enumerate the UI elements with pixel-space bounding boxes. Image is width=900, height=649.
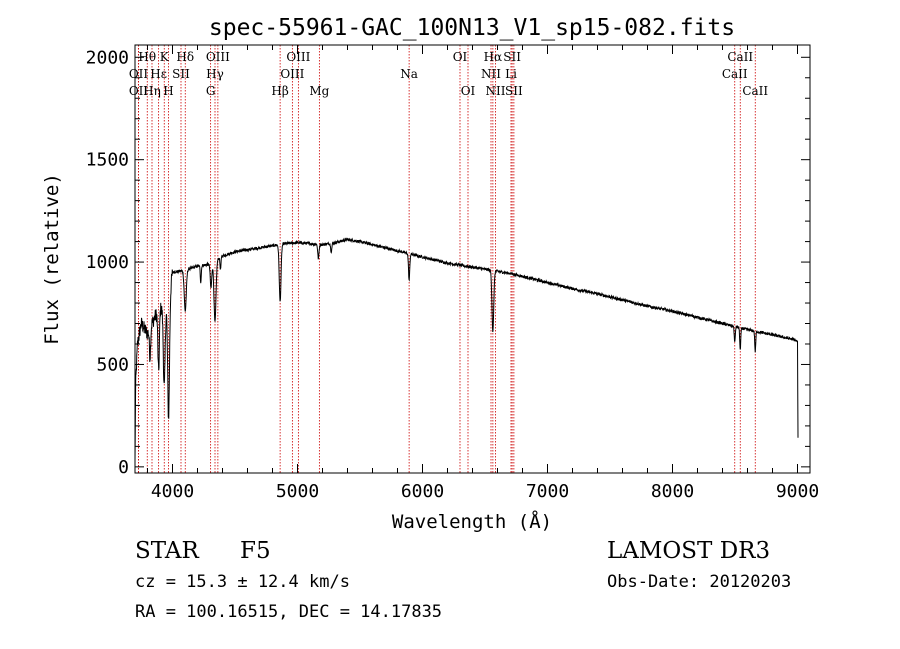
tick-labels: 4000 5000 6000 7000 8000 9000 0 500 1000 1500 2000 [86,47,820,502]
line-marker-label: K [160,50,170,64]
redshift-text: cz = 15.3 ± 12.4 km/s [135,572,350,592]
line-marker-label: OII [129,67,149,81]
y-tick-label: 1000 [86,252,129,273]
line-marker-label: SII [503,50,521,64]
line-marker-label: Hδ [176,50,194,64]
line-marker-label: Hθ [138,50,156,64]
line-marker-label: Hα [484,50,503,64]
line-marker-label: CaII [727,50,753,64]
x-tick-label: 7000 [526,481,569,502]
line-marker-label: G [206,84,216,98]
x-tick-label: 4000 [151,481,194,502]
x-tick-label: 8000 [651,481,694,502]
line-marker-label: H [163,84,173,98]
x-tick-label: 6000 [401,481,444,502]
line-marker-label: OIII [206,50,230,64]
y-tick-label: 0 [118,457,129,478]
y-tick-label: 1500 [86,150,129,171]
obs-date-text: Obs-Date: 20120203 [607,572,792,592]
line-marker-label: CaII [742,84,768,98]
x-tick-label: 9000 [776,481,819,502]
line-marker-label: Li [505,67,517,81]
plot-frame [134,44,811,474]
chart-title: spec-55961-GAC_100N13_V1_sp15-082.fits [209,15,735,41]
line-marker-label: NII [481,67,501,81]
line-label-group: HθOIIOIIHηHεKHSIIHδGHγOIIIHβOIIIOIIIMgNa… [129,50,769,98]
survey-label: LAMOST DR3 [607,538,771,564]
line-marker-label: OIII [286,50,310,64]
coords-text: RA = 100.16515, DEC = 14.17835 [135,602,443,622]
line-marker-group [138,45,756,473]
subclass-label: F5 [240,538,271,564]
line-marker-label: Hγ [206,67,224,81]
spectrum-line [134,237,799,461]
line-marker-label: Na [400,67,418,81]
line-marker-label: Hε [150,67,167,81]
axis-ticks [135,45,810,473]
line-marker-label: SII [172,67,190,81]
line-marker-label: OI [461,84,476,98]
line-marker-label: OI [453,50,468,64]
line-marker-label: Hη [143,84,161,98]
line-marker-label: OII [129,84,149,98]
line-marker-label: OIII [280,67,304,81]
y-tick-label: 2000 [86,47,129,68]
y-tick-label: 500 [96,354,129,375]
x-tick-label: 5000 [276,481,319,502]
line-marker-label: CaII [722,67,748,81]
class-label: STAR [135,538,199,564]
line-marker-label: NII [486,84,506,98]
line-marker-label: Mg [309,84,329,98]
x-axis-label: Wavelength (Å) [392,510,552,533]
y-axis-label: Flux (relative) [41,173,63,345]
line-marker-label: SII [505,84,523,98]
line-marker-label: Hβ [271,84,288,98]
